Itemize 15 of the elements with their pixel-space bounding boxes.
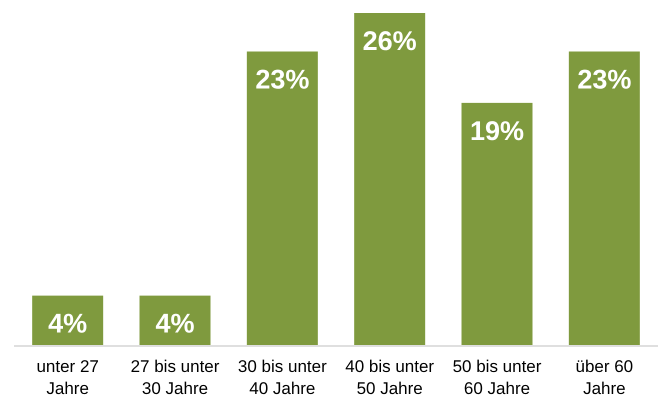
data-label: 26%	[362, 26, 417, 56]
data-label: 4%	[155, 308, 195, 339]
x-tick-label: über 60 Jahre	[575, 357, 634, 398]
x-tick-label: 27 bis unter 30 Jahre	[130, 357, 220, 398]
bar	[566, 50, 642, 347]
data-label: 19%	[470, 116, 524, 146]
x-tick-label: 30 bis unter 40 Jahre	[238, 357, 328, 398]
bar	[352, 11, 428, 347]
x-tick-label: 50 bis unter 60 Jahre	[452, 357, 542, 398]
x-tick-label: 40 bis unter 50 Jahre	[345, 357, 434, 398]
data-label: 23%	[577, 64, 632, 95]
data-label: 4%	[48, 308, 88, 339]
data-label: 23%	[255, 64, 310, 95]
bar	[244, 50, 320, 347]
x-tick-label: unter 27 Jahre	[36, 357, 99, 398]
